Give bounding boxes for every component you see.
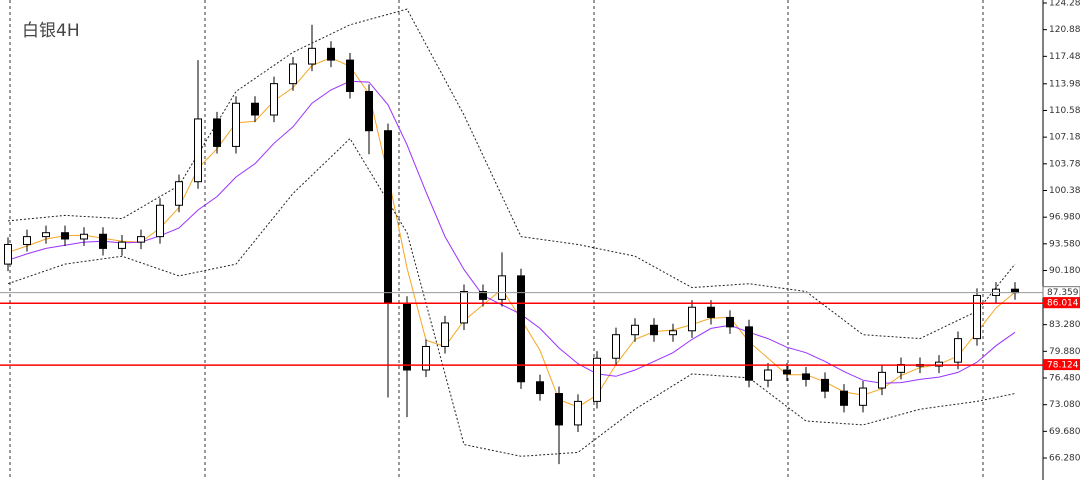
candle-body (536, 381, 544, 395)
candle-body (650, 324, 658, 336)
y-tick-label: 93.580 (1049, 239, 1080, 249)
candle-body (574, 400, 582, 426)
candle-body (61, 232, 69, 240)
candle-body (251, 102, 259, 116)
candle-body (384, 130, 392, 304)
candle-body (859, 387, 867, 406)
y-tick-label: 96.980 (1049, 213, 1080, 223)
candle-body (688, 306, 696, 332)
candle-body (707, 306, 715, 318)
candle-body (403, 302, 411, 371)
candle-body (23, 236, 31, 245)
candle-body (346, 59, 354, 92)
y-tick-label: 110.580 (1049, 106, 1080, 116)
y-tick-label: 90.180 (1049, 266, 1080, 276)
level-label: 86.014 (1047, 299, 1079, 309)
candle-body (118, 241, 126, 249)
candle-body (175, 181, 183, 206)
chart-title: 白银4H (22, 21, 80, 41)
candle-body (802, 373, 810, 380)
candle-body (764, 369, 772, 381)
candle-body (156, 204, 164, 238)
candle-body (365, 90, 373, 132)
candle-body (954, 338, 962, 363)
y-tick-label: 100.380 (1049, 186, 1080, 196)
indicator-line (7, 137, 1016, 457)
candle-body (422, 345, 430, 371)
candle-body (840, 390, 848, 406)
candle-body (517, 275, 525, 383)
y-tick-label: 103.780 (1049, 159, 1080, 169)
candle-body (194, 118, 202, 183)
candle-body (441, 322, 449, 347)
y-tick-label: 107.180 (1049, 133, 1080, 143)
last-price-label: 87.359 (1047, 288, 1079, 298)
candle-body (4, 243, 12, 265)
candle-body (555, 393, 563, 426)
candle-body (308, 47, 316, 65)
candle-body (80, 233, 88, 240)
candle-body (213, 118, 221, 147)
level-box (1043, 359, 1080, 371)
y-tick-label: 113.980 (1049, 79, 1080, 89)
candle-body (935, 361, 943, 367)
y-tick-label: 73.080 (1049, 400, 1080, 410)
candle-body (1011, 288, 1019, 294)
candle-body (232, 102, 240, 147)
candle-body (593, 357, 601, 402)
candle-body (289, 63, 297, 85)
level-label: 78.124 (1047, 361, 1079, 371)
y-tick-label: 83.280 (1049, 320, 1080, 330)
y-tick-label: 120.880 (1049, 25, 1080, 35)
y-tick-label: 124.280 (1049, 0, 1080, 8)
level-box (1043, 297, 1080, 309)
candle-body (99, 233, 107, 249)
y-tick-label: 66.280 (1049, 454, 1080, 464)
time-separators (9, 0, 984, 480)
candle-body (745, 326, 753, 381)
candle-body (42, 232, 50, 238)
candle-body (973, 294, 981, 340)
candle-body (137, 236, 145, 243)
candle-body (669, 330, 677, 336)
candle-body (498, 275, 506, 300)
candle-body (631, 324, 639, 336)
candle-body (479, 291, 487, 300)
candle-body (270, 83, 278, 116)
candle-body (612, 334, 620, 359)
candle-body (726, 316, 734, 328)
candle-body (878, 371, 886, 389)
candle-body (783, 369, 791, 375)
y-tick-label: 79.880 (1049, 347, 1080, 357)
indicator-line (7, 80, 1016, 384)
candle-body (327, 47, 335, 61)
y-tick-label: 76.480 (1049, 374, 1080, 384)
y-tick-label: 117.480 (1049, 52, 1080, 62)
candle-body (821, 378, 829, 392)
y-tick-label: 69.680 (1049, 427, 1080, 437)
candle-body (460, 291, 468, 324)
